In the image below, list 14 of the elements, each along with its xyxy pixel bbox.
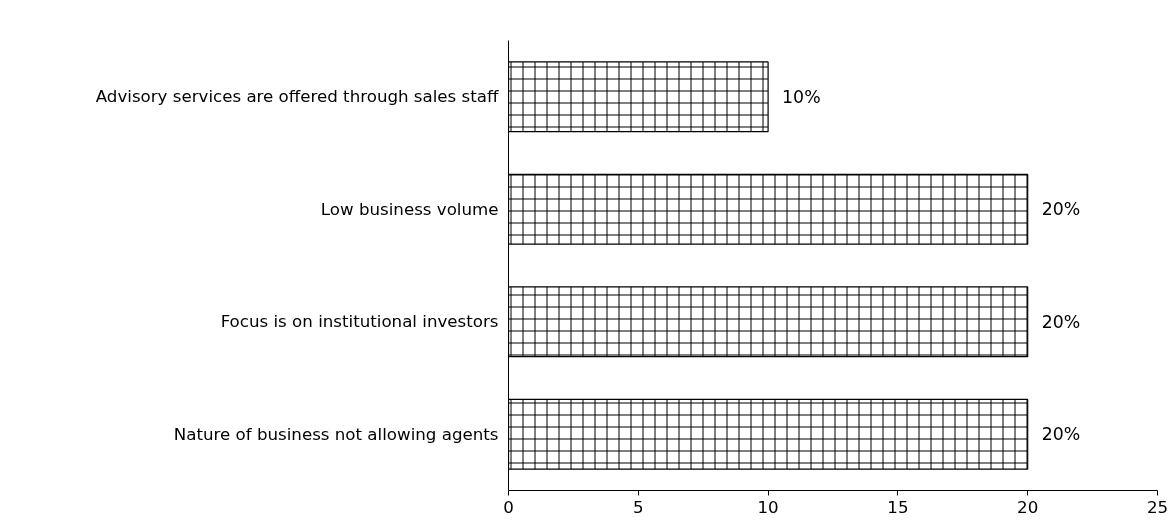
x-tick-label: 15 xyxy=(887,497,909,517)
x-tick-label: 20 xyxy=(1017,497,1039,517)
y-tick-label: Nature of business not allowing agents xyxy=(173,424,499,444)
data-label: 20% xyxy=(1041,199,1081,220)
x-tick-label: 5 xyxy=(633,497,644,517)
data-label: 20% xyxy=(1041,311,1081,332)
x-tick-label: 25 xyxy=(1146,497,1169,517)
x-tick-label: 0 xyxy=(503,497,514,517)
data-label: 10% xyxy=(782,86,821,107)
y-tick-label: Advisory services are offered through sales staff xyxy=(95,87,500,107)
y-tick-label: Low business volume xyxy=(320,199,499,219)
x-tick-label: 10 xyxy=(757,497,779,517)
y-tick-label: Focus is on institutional investors xyxy=(220,312,499,332)
data-label: 20% xyxy=(1041,424,1081,445)
